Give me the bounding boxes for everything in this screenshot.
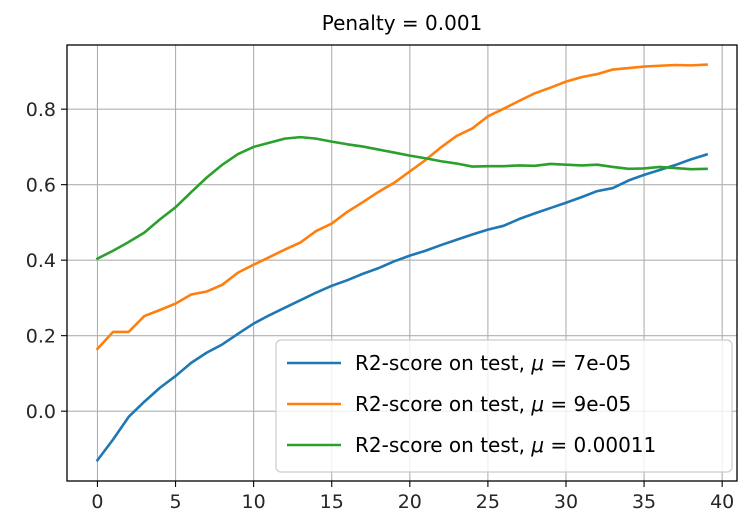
chart-title: Penalty = 0.001 [322,11,483,35]
x-tick-label: 35 [632,491,656,513]
legend-label-prefix: R2-score on test, [355,351,531,375]
legend-label-1: R2-score on test, μ = 7e-05 [355,351,631,375]
y-tick-label: 0.2 [26,326,56,348]
legend-label-prefix: R2-score on test, [355,392,531,416]
x-tick-label: 0 [91,491,103,513]
legend-label-2: R2-score on test, μ = 9e-05 [355,392,631,416]
x-tick-label: 40 [710,491,734,513]
legend-mu-symbol: μ [530,351,544,375]
legend-label-suffix: = 7e-05 [544,351,631,375]
series-line-2 [95,63,708,351]
series-lines [95,63,709,463]
x-tick-label: 30 [554,491,578,513]
plot-frame [66,44,738,482]
y-tick-label: 0.8 [26,99,56,121]
x-tick-label: 20 [398,491,422,513]
y-tick-label: 0.4 [26,250,56,272]
legend-label-prefix: R2-score on test, [355,433,531,457]
legend-label-suffix: = 9e-05 [544,392,631,416]
x-tick-label: 15 [320,491,344,513]
x-tick-label: 10 [242,491,266,513]
y-tick-label: 0.6 [26,175,56,197]
legend-box [275,339,733,473]
series-line-3 [95,135,708,261]
series-line-1 [95,152,709,463]
legend-mu-symbol: μ [530,433,544,457]
x-tick-label: 5 [169,491,181,513]
y-tick-label: 0.0 [26,401,56,423]
legend-mu-symbol: μ [530,392,544,416]
axis-ticks: 0 5 10 15 20 25 30 35 40 0.0 0.2 0.4 0.6 0.8 [26,99,734,513]
legend-label-3: R2-score on test, μ = 0.00011 [355,433,656,457]
legend-label-suffix: = 0.00011 [544,433,656,457]
x-tick-label: 25 [476,491,500,513]
